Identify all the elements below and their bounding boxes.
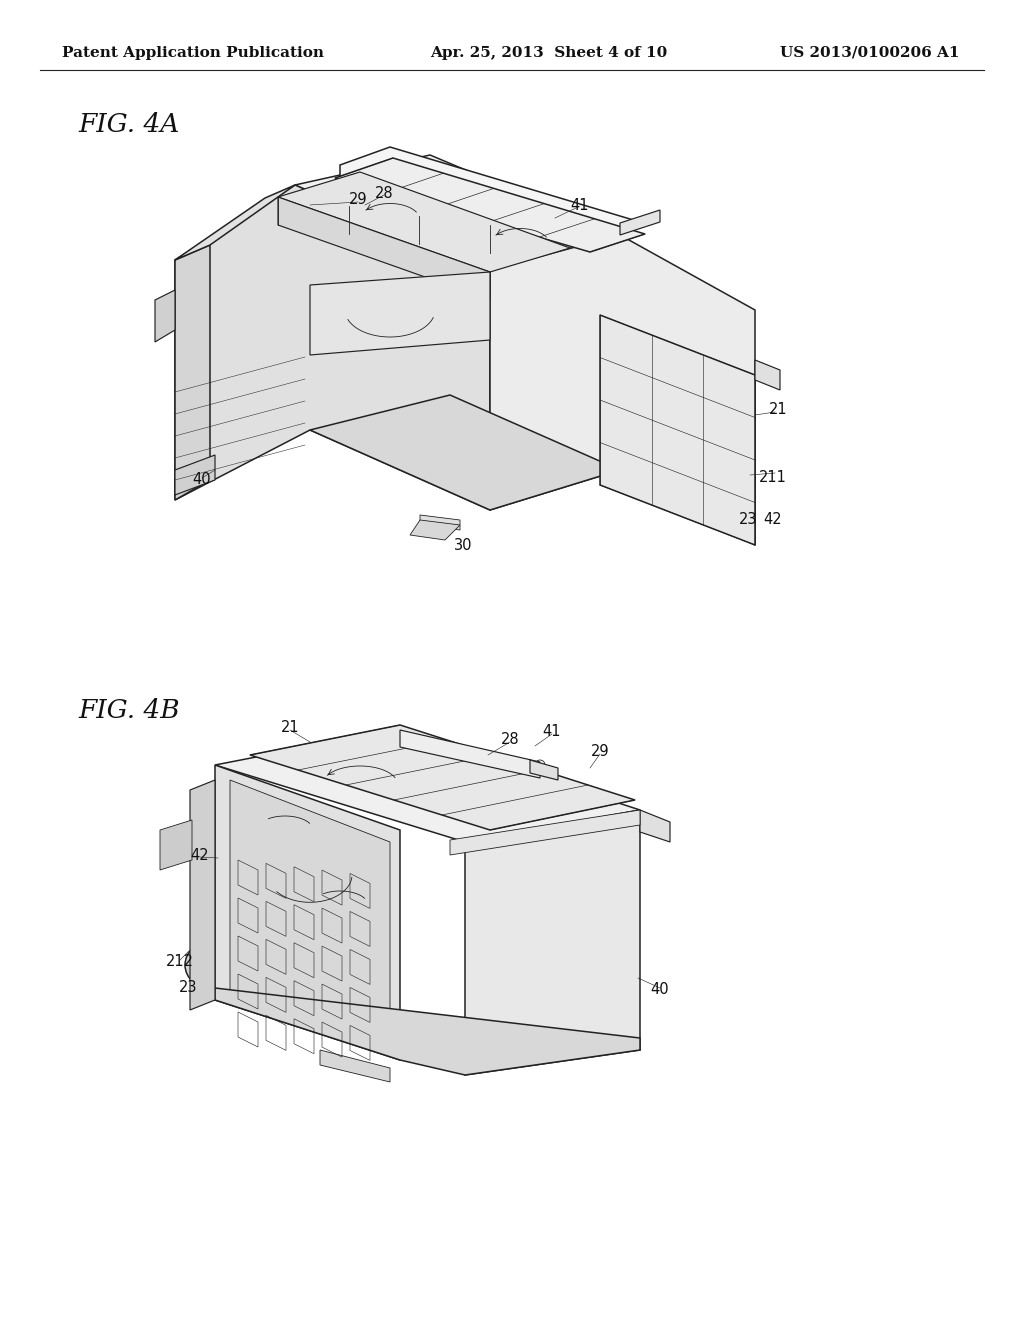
Text: 23: 23 — [738, 512, 758, 528]
Ellipse shape — [209, 301, 231, 319]
Polygon shape — [755, 360, 780, 389]
Polygon shape — [175, 455, 215, 495]
Text: 23: 23 — [179, 981, 198, 995]
Polygon shape — [450, 810, 640, 855]
Text: 30: 30 — [454, 537, 472, 553]
Ellipse shape — [219, 337, 241, 354]
Text: 211: 211 — [759, 470, 786, 484]
Polygon shape — [215, 766, 400, 1060]
Polygon shape — [600, 315, 755, 545]
Ellipse shape — [185, 940, 245, 990]
Text: 41: 41 — [543, 725, 561, 739]
Polygon shape — [490, 235, 755, 545]
Text: 40: 40 — [193, 473, 211, 487]
Polygon shape — [155, 290, 175, 342]
Polygon shape — [250, 725, 635, 830]
Polygon shape — [420, 515, 460, 531]
Text: 41: 41 — [570, 198, 589, 213]
Polygon shape — [620, 210, 660, 235]
Text: FIG. 4A: FIG. 4A — [78, 112, 179, 137]
Polygon shape — [295, 154, 620, 271]
Polygon shape — [530, 760, 558, 780]
Ellipse shape — [578, 880, 602, 900]
Polygon shape — [175, 246, 210, 500]
Polygon shape — [175, 185, 295, 260]
Polygon shape — [640, 810, 670, 842]
Text: 40: 40 — [650, 982, 670, 998]
Ellipse shape — [193, 946, 237, 983]
Ellipse shape — [588, 915, 612, 935]
Text: Apr. 25, 2013  Sheet 4 of 10: Apr. 25, 2013 Sheet 4 of 10 — [430, 46, 668, 59]
Polygon shape — [215, 987, 640, 1074]
Ellipse shape — [685, 453, 755, 507]
Polygon shape — [310, 395, 620, 510]
Polygon shape — [175, 185, 490, 510]
Text: 42: 42 — [190, 847, 209, 862]
Polygon shape — [215, 730, 640, 842]
Ellipse shape — [580, 952, 604, 972]
Polygon shape — [400, 730, 540, 777]
Text: 21: 21 — [769, 403, 787, 417]
Polygon shape — [335, 158, 645, 252]
Text: 28: 28 — [375, 186, 393, 201]
Polygon shape — [319, 1049, 390, 1082]
Polygon shape — [465, 810, 640, 1074]
Text: 212: 212 — [166, 954, 194, 969]
Ellipse shape — [694, 459, 746, 502]
Ellipse shape — [211, 441, 233, 459]
Text: FIG. 4B: FIG. 4B — [78, 697, 179, 722]
Polygon shape — [190, 780, 215, 1010]
Text: Patent Application Publication: Patent Application Publication — [62, 46, 324, 59]
Ellipse shape — [211, 371, 233, 389]
Polygon shape — [278, 197, 490, 300]
Polygon shape — [160, 820, 193, 870]
Text: 28: 28 — [501, 733, 519, 747]
Polygon shape — [355, 158, 615, 240]
Ellipse shape — [204, 407, 226, 424]
Polygon shape — [340, 147, 640, 249]
Polygon shape — [230, 780, 390, 1048]
Polygon shape — [310, 272, 490, 355]
Polygon shape — [278, 172, 570, 272]
Text: 29: 29 — [591, 744, 609, 759]
Ellipse shape — [572, 987, 597, 1008]
Text: US 2013/0100206 A1: US 2013/0100206 A1 — [780, 46, 961, 59]
Text: 42: 42 — [764, 512, 782, 528]
Text: 21: 21 — [281, 721, 299, 735]
Text: 29: 29 — [349, 193, 368, 207]
Polygon shape — [410, 520, 460, 540]
